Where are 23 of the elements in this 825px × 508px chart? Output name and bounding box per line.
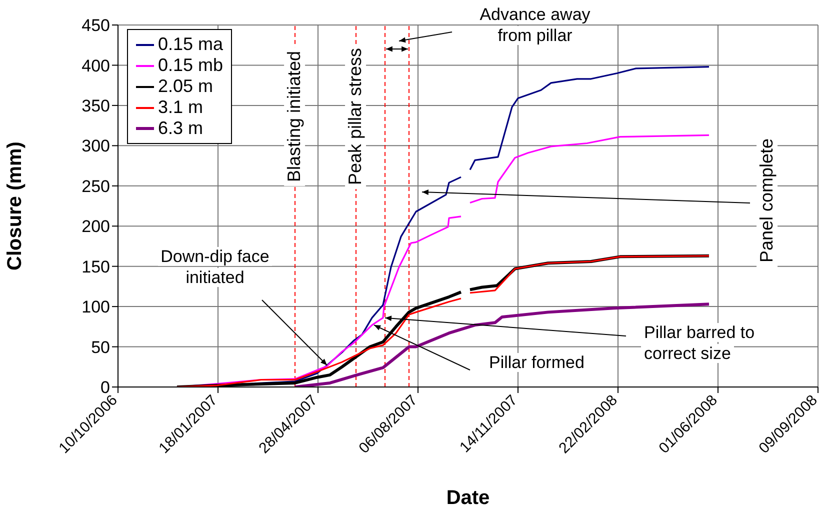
annotation: Advance away from pillar bbox=[480, 5, 590, 45]
annotation: Down-dip face initiated bbox=[160, 247, 270, 287]
y-tick-label: 200 bbox=[82, 217, 110, 236]
y-axis-title: Closure (mm) bbox=[4, 142, 26, 270]
y-tick-label: 250 bbox=[82, 176, 110, 196]
y-tick-label: 50 bbox=[91, 338, 110, 357]
annotation: Pillar formed bbox=[489, 353, 584, 372]
legend-label: 0.15 ma bbox=[158, 34, 224, 54]
annotation: Panel complete bbox=[756, 138, 777, 262]
legend-label: 2.05 m bbox=[158, 76, 214, 96]
y-tick-label: 350 bbox=[82, 96, 110, 116]
legend-label: 0.15 mb bbox=[158, 55, 224, 75]
y-tick-label: 100 bbox=[82, 298, 110, 317]
ref-line-label: Blasting initiated bbox=[284, 50, 304, 182]
y-tick-label: 450 bbox=[82, 16, 110, 36]
y-tick-label: 300 bbox=[82, 136, 110, 156]
annotation: Pillar barred to correct size bbox=[644, 323, 755, 363]
legend-label: 6.3 m bbox=[158, 118, 204, 138]
y-tick-label: 150 bbox=[82, 257, 110, 276]
legend-label: 3.1 m bbox=[158, 97, 204, 117]
y-tick-label: 400 bbox=[82, 56, 110, 76]
ref-line-label: Peak pillar stress bbox=[346, 47, 366, 185]
x-axis-title: Date bbox=[446, 487, 490, 508]
